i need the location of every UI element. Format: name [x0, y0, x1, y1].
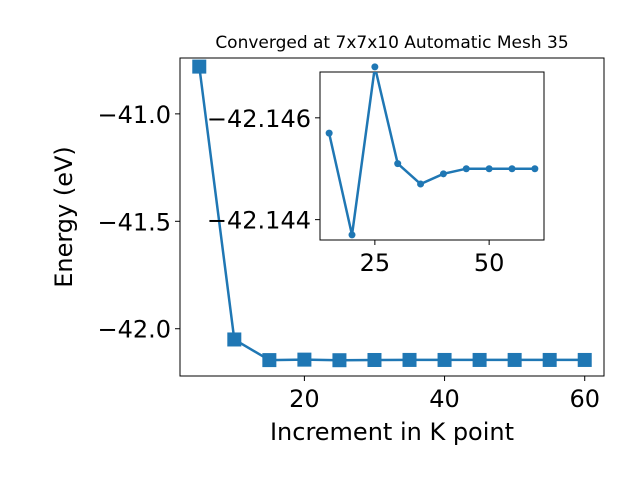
inset-x-tick-label: 50	[474, 249, 505, 277]
main-data-point	[332, 353, 347, 368]
chart-title: Converged at 7x7x10 Automatic Mesh 35	[215, 33, 568, 53]
inset-data-point	[371, 63, 379, 71]
inset-data-point	[394, 160, 402, 168]
main-data-point	[367, 352, 382, 367]
inset-data-point	[348, 231, 356, 239]
inset-data-point	[508, 165, 516, 173]
main-plot-area	[179, 57, 605, 377]
inset-x-ticks: 25 50	[360, 240, 505, 277]
inset-chart: 25 50 −42.146 −42.144	[207, 63, 545, 277]
main-data-point	[227, 332, 242, 347]
inset-y-tick-label: −42.144	[207, 207, 311, 235]
inset-series-line	[327, 72, 535, 236]
inset-data-point	[325, 129, 333, 137]
main-data-point	[507, 352, 522, 367]
main-x-tick-label: 40	[429, 385, 460, 413]
main-data-point	[297, 352, 312, 367]
inset-data-point	[417, 180, 425, 188]
main-series-points	[192, 59, 592, 368]
main-data-point	[542, 352, 557, 367]
main-y-tick-label: −42.0	[97, 316, 171, 344]
inset-series-points	[325, 63, 539, 239]
inset-data-point	[439, 170, 447, 178]
inset-data-point	[485, 165, 493, 173]
main-data-point	[472, 352, 487, 367]
main-y-tick-label: −41.5	[97, 208, 171, 236]
inset-data-point	[462, 165, 470, 173]
inset-y-tick-label: −42.146	[207, 105, 311, 133]
main-x-tick-label: 60	[569, 385, 600, 413]
main-data-point	[262, 353, 277, 368]
y-axis-label: Energy (eV)	[50, 146, 78, 288]
inset-x-tick-label: 25	[360, 249, 391, 277]
x-axis-label: Increment in K point	[270, 418, 514, 446]
main-x-ticks: 20 40 60	[289, 376, 600, 413]
main-chart: Converged at 7x7x10 Automatic Mesh 35 20…	[50, 33, 605, 446]
main-data-point	[192, 59, 207, 74]
main-y-ticks: −41.0 −41.5 −42.0	[97, 101, 180, 344]
main-data-point	[437, 352, 452, 367]
main-y-tick-label: −41.0	[97, 101, 171, 129]
inset-plot-area	[319, 71, 545, 241]
main-data-point	[577, 352, 592, 367]
inset-y-ticks: −42.146 −42.144	[207, 105, 320, 235]
inset-data-point	[531, 165, 539, 173]
main-data-point	[402, 352, 417, 367]
main-x-tick-label: 20	[289, 385, 320, 413]
